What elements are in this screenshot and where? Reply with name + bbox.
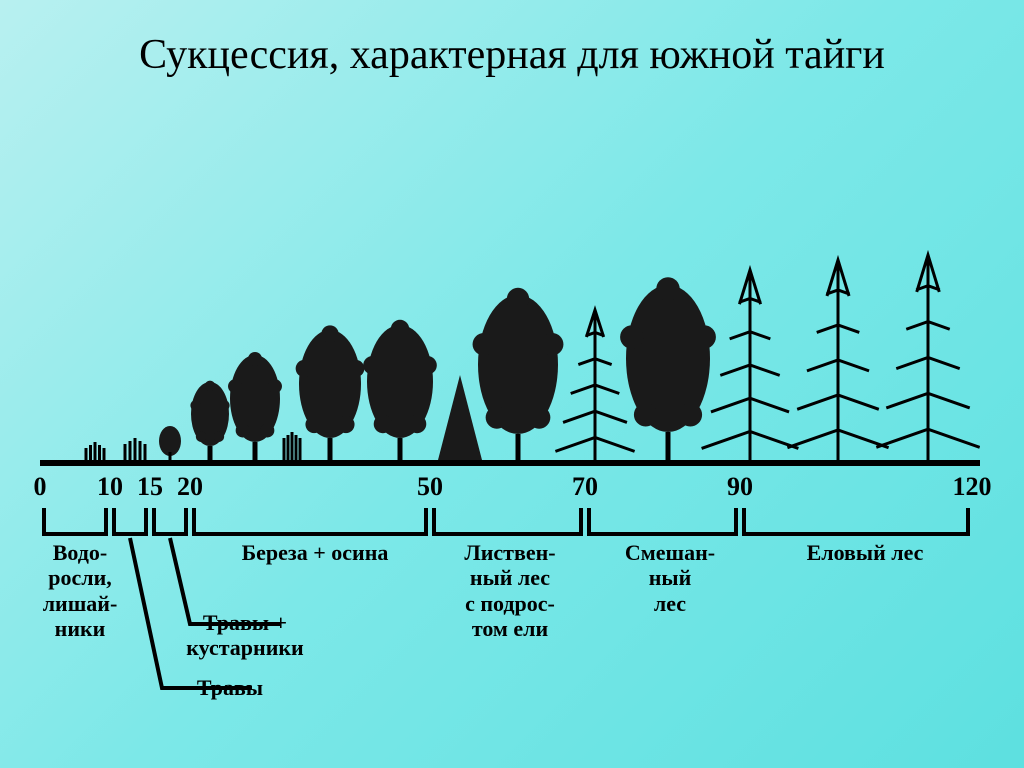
succession-diagram: 0101520507090120 Водо- росли, лишай- ник…	[40, 210, 980, 730]
stage-label-mixed: Смешан- ный лес	[595, 540, 745, 616]
stage-label-grass: Травы	[170, 675, 290, 700]
stage-label-birch: Береза + осина	[200, 540, 430, 565]
veg-grass-1	[125, 438, 145, 460]
veg-decid-11	[620, 277, 716, 460]
stage-label-algae: Водо- росли, лишай- ники	[35, 540, 125, 641]
veg-grass-0	[86, 442, 104, 460]
bracket-decid_spruce	[432, 508, 583, 536]
stage-label-decid_spruce: Листвен- ный лес с подрос- том ели	[430, 540, 590, 641]
bracket-birch	[192, 508, 428, 536]
bracket-grass	[112, 508, 148, 536]
tick-15: 15	[137, 472, 163, 502]
veg-spruce_small-8	[438, 375, 482, 460]
tick-70: 70	[572, 472, 598, 502]
veg-decid-6	[296, 325, 365, 460]
bracket-grass_shrub	[152, 508, 188, 536]
veg-spruce_outline-13	[787, 260, 888, 460]
vegetation-svg	[40, 210, 980, 460]
bracket-spruce	[742, 508, 970, 536]
tick-120: 120	[953, 472, 992, 502]
page-title: Сукцессия, характерная для южной тайги	[0, 0, 1024, 80]
veg-decid-7	[363, 320, 437, 460]
bracket-algae	[42, 508, 108, 536]
veg-decid-9	[473, 288, 564, 460]
tick-90: 90	[727, 472, 753, 502]
bracket-mixed	[587, 508, 738, 536]
tick-50: 50	[417, 472, 443, 502]
veg-decid-4	[228, 352, 282, 460]
veg-decid-3	[190, 381, 229, 460]
veg-spruce_outline-12	[702, 270, 799, 460]
tick-numbers: 0101520507090120	[40, 472, 980, 502]
stage-label-grass_shrub: Травы + кустарники	[155, 610, 335, 661]
veg-spruce_outline-14	[876, 255, 979, 460]
veg-grass-5	[284, 432, 300, 460]
veg-shrub-2	[159, 426, 181, 460]
tick-0: 0	[34, 472, 47, 502]
tick-10: 10	[97, 472, 123, 502]
tick-20: 20	[177, 472, 203, 502]
timeline-bar	[40, 460, 980, 466]
stage-label-spruce: Еловый лес	[760, 540, 970, 565]
